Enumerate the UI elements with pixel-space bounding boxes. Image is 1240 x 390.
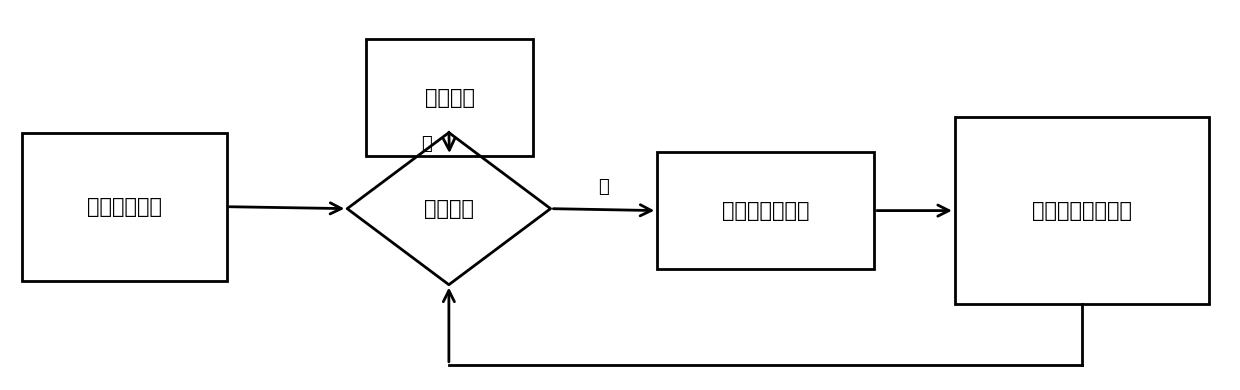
Bar	[955, 117, 1209, 304]
Polygon shape	[347, 133, 551, 285]
Text: 标准谐振频率: 标准谐振频率	[87, 197, 162, 217]
Text: 开始工作: 开始工作	[424, 87, 475, 108]
Text: 是否相等: 是否相等	[424, 199, 474, 219]
Text: 否: 否	[599, 178, 609, 196]
Bar	[22, 133, 227, 281]
Bar	[657, 152, 874, 269]
Text: 调节温度或腔长: 调节温度或腔长	[722, 200, 810, 221]
Text: 是: 是	[422, 135, 432, 153]
Text: 实时测量工作频率: 实时测量工作频率	[1032, 200, 1132, 221]
Bar	[366, 39, 533, 156]
